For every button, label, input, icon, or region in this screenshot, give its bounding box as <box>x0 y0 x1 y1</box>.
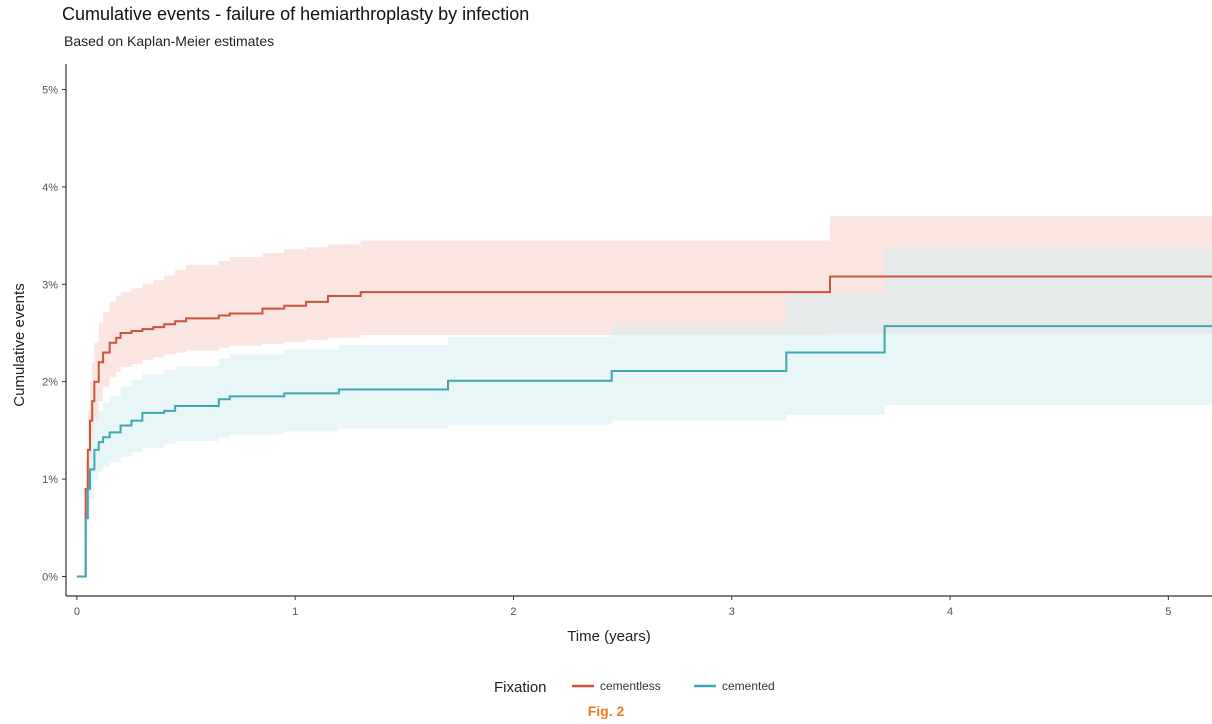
y-tick-label: 0% <box>42 572 58 584</box>
line-cemented <box>76 325 1212 578</box>
y-axis-title: Cumulative events <box>11 283 28 406</box>
series-lines <box>76 275 1212 578</box>
legend-label-cemented: cemented <box>722 679 775 693</box>
y-tick-label: 5% <box>42 84 58 96</box>
legend-title: Fixation <box>494 679 547 696</box>
line-cementless <box>76 275 1212 578</box>
chart-title: Cumulative events - failure of hemiarthr… <box>62 4 529 24</box>
axes <box>65 64 1212 597</box>
chart-subtitle: Based on Kaplan-Meier estimates <box>64 33 274 49</box>
y-tick-label: 4% <box>42 182 58 194</box>
y-tick-label: 3% <box>42 279 58 291</box>
tick-labels: 0 1 2 3 4 5 0% 1% 2% 3% 4% 5% <box>42 84 1171 618</box>
figure-caption: Fig. 2 <box>588 703 625 719</box>
x-tick-label: 4 <box>947 606 953 618</box>
legend: Fixation cementless cemented <box>494 679 775 696</box>
confidence-bands <box>76 216 1212 577</box>
x-tick-label: 3 <box>729 606 735 618</box>
x-tick-label: 2 <box>510 606 516 618</box>
x-tick-label: 1 <box>292 606 298 618</box>
legend-label-cementless: cementless <box>600 679 661 693</box>
band-cemented <box>76 249 1212 577</box>
x-axis-title: Time (years) <box>567 628 651 645</box>
y-tick-label: 1% <box>42 474 58 486</box>
x-tick-label: 0 <box>74 606 80 618</box>
y-tick-label: 2% <box>42 377 58 389</box>
x-tick-label: 5 <box>1165 606 1171 618</box>
